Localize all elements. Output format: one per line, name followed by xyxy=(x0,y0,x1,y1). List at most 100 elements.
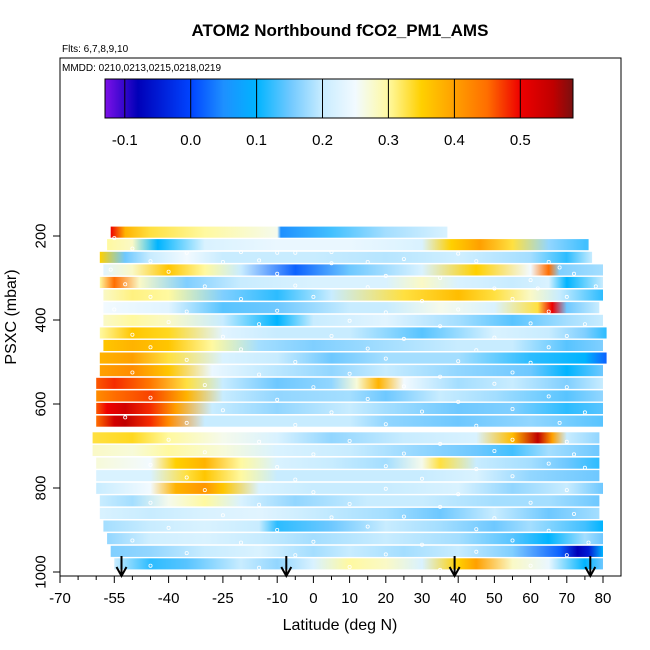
sample-point xyxy=(347,565,352,570)
sample-point xyxy=(474,259,479,264)
sample-point xyxy=(130,538,135,543)
sample-point xyxy=(438,374,443,379)
sample-point xyxy=(383,486,388,491)
heatmap-band xyxy=(99,276,604,288)
y-tick-label: 200 xyxy=(33,223,50,248)
sample-point xyxy=(166,320,171,325)
sample-point xyxy=(148,462,153,467)
sample-point xyxy=(474,348,479,353)
heatmap-band xyxy=(96,470,600,482)
x-tick-label: 70 xyxy=(558,590,575,607)
sample-point xyxy=(401,514,406,519)
sample-point xyxy=(528,278,533,283)
sample-point xyxy=(275,464,280,469)
sample-point xyxy=(546,345,551,350)
sample-point xyxy=(220,513,225,518)
sample-point xyxy=(557,420,562,425)
sample-point xyxy=(184,551,189,556)
sample-point xyxy=(546,394,551,399)
sample-point xyxy=(293,359,298,364)
sample-point xyxy=(564,439,569,444)
sample-point xyxy=(112,307,117,312)
sample-point xyxy=(582,465,587,470)
sample-point xyxy=(474,549,479,554)
sample-point xyxy=(365,285,370,290)
sample-point xyxy=(311,539,316,544)
sample-point xyxy=(329,261,334,266)
heatmap-band xyxy=(103,314,604,326)
sample-point xyxy=(572,271,577,276)
sample-point xyxy=(546,309,551,314)
y-axis-label: PSXC (mbar) xyxy=(3,269,20,364)
sample-point xyxy=(564,488,569,493)
sample-point xyxy=(401,336,406,341)
sample-point xyxy=(492,448,497,453)
y-tick-label: 600 xyxy=(33,391,50,416)
sample-point xyxy=(293,283,298,288)
sample-point xyxy=(130,332,135,337)
sample-point xyxy=(148,345,153,350)
sample-point xyxy=(365,346,370,351)
sample-point xyxy=(419,542,424,547)
sample-point xyxy=(202,383,207,388)
heatmap-band xyxy=(107,239,589,251)
colorbar-tick-label: -0.1 xyxy=(112,132,138,149)
dates-note: MMDD: 0210,0213,0215,0218,0219 xyxy=(62,63,221,74)
sample-point xyxy=(166,269,171,274)
sample-point xyxy=(220,259,225,264)
sample-point xyxy=(238,249,243,254)
sample-point xyxy=(365,524,370,529)
sample-point xyxy=(293,477,298,482)
sample-point xyxy=(535,286,540,291)
colorbar-tick-label: 0.5 xyxy=(510,132,531,149)
sample-point xyxy=(383,310,388,315)
sample-point xyxy=(184,357,189,362)
sample-point xyxy=(311,452,316,457)
sample-point xyxy=(257,565,262,570)
sample-point xyxy=(510,406,515,411)
x-tick-label: 0 xyxy=(309,590,317,607)
heatmap-band xyxy=(96,402,603,414)
sample-point xyxy=(329,333,334,338)
colorbar-gradient xyxy=(104,78,574,119)
sample-point xyxy=(311,294,316,299)
sample-point xyxy=(492,381,497,386)
sample-point xyxy=(220,334,225,339)
sample-markers xyxy=(108,236,598,572)
y-tick-label: 400 xyxy=(33,307,50,332)
sample-point xyxy=(238,540,243,545)
sample-point xyxy=(564,385,569,390)
sample-point xyxy=(202,284,207,289)
sample-point xyxy=(108,267,113,272)
colorbar-tick-label: 0.1 xyxy=(246,132,267,149)
heatmap-band xyxy=(110,226,448,238)
sample-point xyxy=(383,464,388,469)
x-axis-label: Latitude (deg N) xyxy=(283,617,398,634)
sample-point xyxy=(275,528,280,533)
heatmap-band xyxy=(99,352,607,364)
sample-point xyxy=(401,451,406,456)
x-tick-label: 50 xyxy=(486,590,503,607)
sample-point xyxy=(383,356,388,361)
sample-point xyxy=(275,271,280,276)
x-tick-label: 30 xyxy=(414,590,431,607)
sample-point xyxy=(347,371,352,376)
x-tick-label: -40 xyxy=(158,590,180,607)
y-axis: 200 400 600 800 1000 xyxy=(33,223,60,589)
sample-point xyxy=(257,322,262,327)
heatmap-band xyxy=(96,482,603,494)
sample-point xyxy=(492,335,497,340)
heatmap-band xyxy=(99,507,600,519)
x-tick-label: 40 xyxy=(450,590,467,607)
sample-point xyxy=(438,275,443,280)
sample-point xyxy=(130,370,135,375)
colorbar-tick-label: 0.3 xyxy=(378,132,399,149)
sample-point xyxy=(456,492,461,497)
x-tick-label: 10 xyxy=(341,590,358,607)
sample-point xyxy=(582,322,587,327)
colorbar: -0.1 0.0 0.1 0.2 0.3 0.4 0.5 xyxy=(104,78,574,149)
x-tick-label: -25 xyxy=(212,590,234,607)
sample-point xyxy=(528,563,533,568)
sample-point xyxy=(510,474,515,479)
x-tick-label: 20 xyxy=(377,590,394,607)
